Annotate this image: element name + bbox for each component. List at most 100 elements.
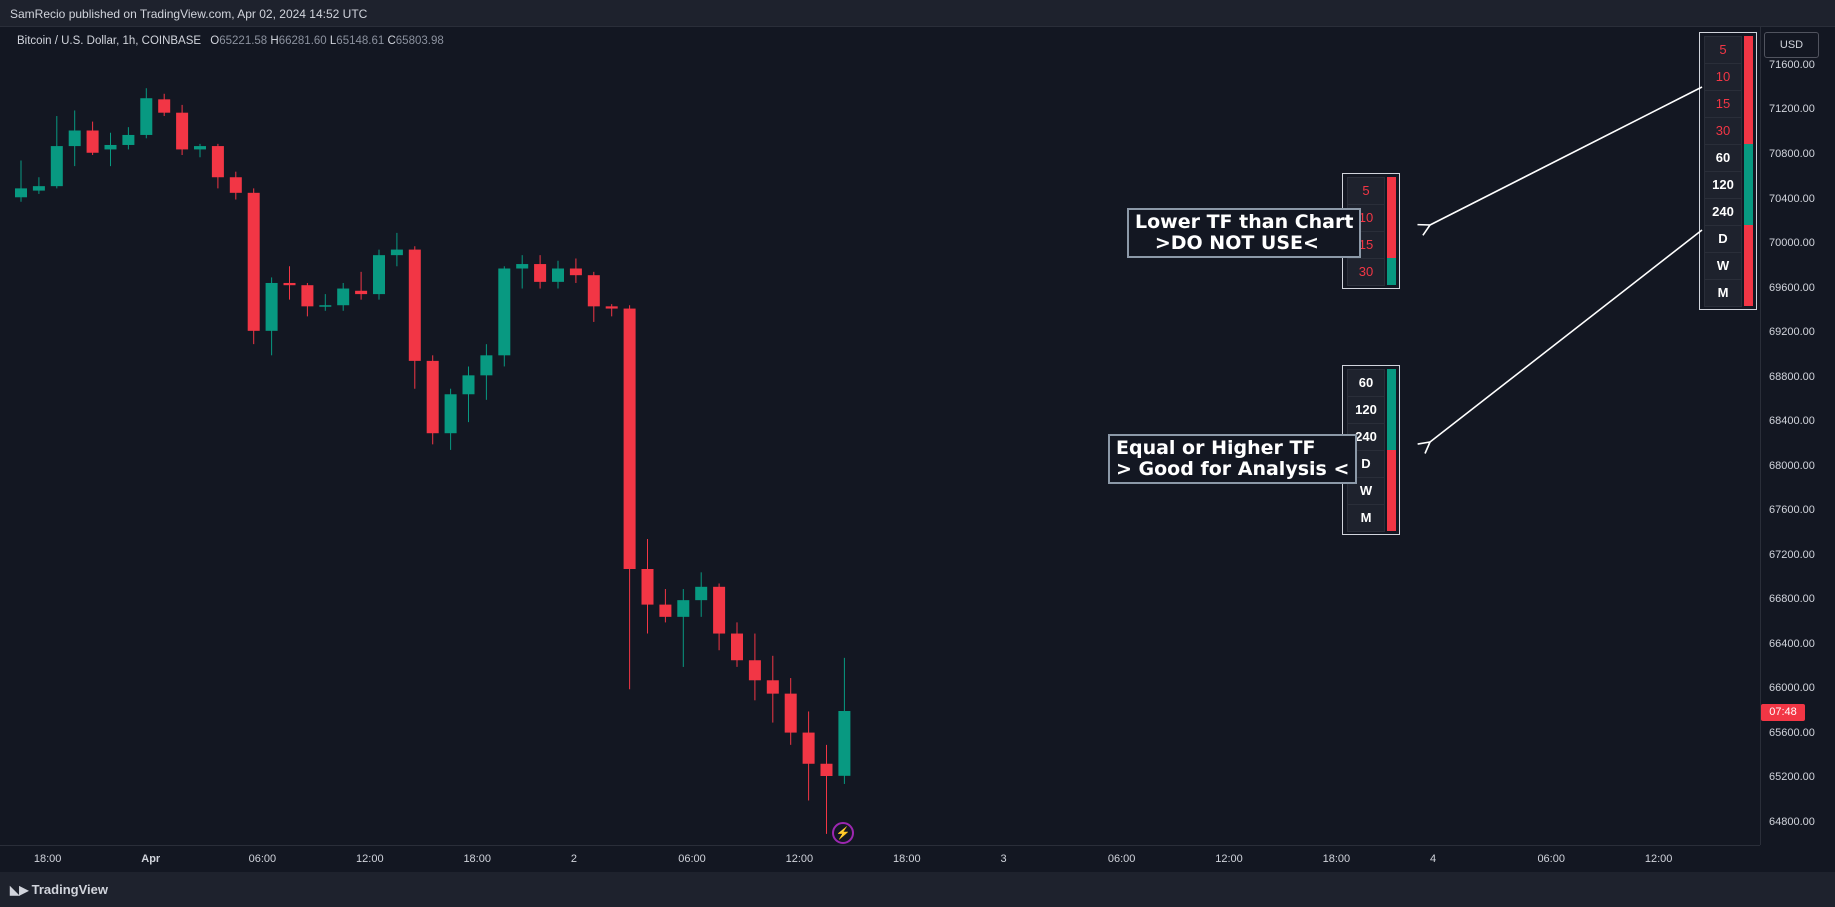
tf-trend-bar	[1744, 117, 1753, 144]
candle	[211, 143, 224, 189]
candle	[748, 633, 761, 701]
candle-body	[68, 130, 81, 147]
candle	[32, 177, 45, 194]
footer-bar: ◣▶ TradingView	[0, 872, 1835, 907]
candle	[122, 127, 135, 150]
tf-row-120: 120	[1347, 396, 1396, 424]
candle	[50, 116, 63, 189]
tf-label: 120	[1347, 396, 1385, 424]
candle	[86, 121, 99, 155]
low-value: 65148.61	[336, 35, 385, 47]
candle	[587, 271, 600, 322]
tf-label: 60	[1704, 144, 1742, 172]
candle	[516, 255, 529, 289]
candle-body	[534, 264, 547, 282]
candle	[605, 304, 618, 317]
publisher-line: SamRecio published on TradingView.com, A…	[10, 7, 368, 21]
candle-body	[86, 130, 99, 153]
candle	[498, 266, 511, 367]
candle-body	[462, 375, 475, 395]
candle-body	[319, 305, 332, 307]
tf-trend-bar	[1387, 423, 1396, 450]
tf-trend-bar	[1744, 279, 1753, 306]
candle	[659, 589, 672, 623]
tf-trend-bar	[1387, 258, 1396, 285]
tradingview-logo[interactable]: ◣▶ TradingView	[10, 882, 108, 897]
candle	[104, 132, 117, 167]
tf-trend-bar	[1744, 225, 1753, 252]
candle	[373, 249, 385, 300]
tf-row-240: 240	[1704, 198, 1753, 226]
tf-label: 5	[1704, 36, 1742, 64]
price-tick-label: 70800.00	[1769, 147, 1815, 160]
tf-trend-bar	[1387, 450, 1396, 477]
candle	[569, 258, 582, 283]
tf-label: 30	[1704, 117, 1742, 145]
time-tick-label: 06:00	[248, 853, 277, 865]
candle	[677, 589, 690, 667]
candle	[766, 655, 779, 723]
tf-row-30: 30	[1704, 117, 1753, 145]
tf-row-60: 60	[1347, 369, 1396, 397]
time-axis[interactable]: 18:00 Apr 06:00 12:00 18:00 2 06:00 12:00 18:00 3…	[0, 845, 1760, 873]
tf-row-M: M	[1347, 504, 1396, 532]
candle-body	[820, 763, 833, 776]
candle	[301, 282, 314, 317]
time-tick-label: 12:00	[1215, 853, 1243, 865]
candle	[426, 355, 439, 445]
candle	[337, 282, 350, 311]
tf-trend-bar	[1744, 198, 1753, 225]
chart-area[interactable]	[0, 27, 1760, 845]
time-tick-label: 12:00	[785, 853, 814, 865]
time-tick-label: 18:00	[463, 853, 491, 865]
candle	[15, 160, 27, 202]
tf-trend-bar	[1744, 252, 1753, 279]
tf-trend-bar	[1387, 204, 1396, 231]
candle-body	[623, 308, 636, 569]
candle-body	[713, 586, 726, 634]
tf-trend-bar	[1744, 144, 1753, 171]
arrow-to-higher-table	[1417, 229, 1703, 454]
price-tick-label: 67200.00	[1769, 548, 1815, 561]
price-tick-label: 67600.00	[1769, 504, 1815, 517]
candle-body	[229, 177, 242, 193]
ohlc-values: O65221.58 H66281.60 L65148.61 C65803.98	[210, 35, 444, 47]
price-tick-label: 70400.00	[1769, 192, 1815, 205]
candle-body	[587, 275, 600, 307]
price-tick-label: 71600.00	[1769, 58, 1815, 71]
time-tick-label: 06:00	[1107, 853, 1136, 865]
alert-icon[interactable]: ⚡	[832, 822, 854, 844]
time-tick-label: 18:00	[33, 853, 62, 865]
candle	[283, 266, 296, 300]
candle	[355, 271, 368, 300]
candle-body	[731, 633, 743, 661]
candle	[731, 622, 743, 667]
tf-row-M: M	[1704, 279, 1753, 307]
publisher-bar: SamRecio published on TradingView.com, A…	[0, 0, 1835, 27]
candle-body	[337, 288, 350, 306]
candle-body	[176, 112, 189, 150]
tf-trend-bar	[1387, 477, 1396, 504]
candle-body	[283, 282, 296, 286]
candle	[802, 711, 815, 801]
tf-trend-bar	[1744, 36, 1753, 63]
currency-button[interactable]: USD	[1764, 32, 1819, 58]
candle	[229, 171, 242, 200]
mtf-table-higher: 60 120 240 D W M	[1342, 365, 1400, 535]
candle-body	[641, 568, 654, 605]
candle	[408, 246, 421, 389]
time-tick-label: 18:00	[1322, 853, 1351, 865]
tf-trend-bar	[1387, 396, 1396, 423]
candle-body	[766, 680, 779, 694]
candle-body	[677, 600, 690, 617]
candle-body	[373, 255, 385, 295]
candle	[390, 232, 403, 267]
price-axis[interactable]: 71600.00 71200.00 70800.00 70400.00 70000.00…	[1760, 27, 1835, 845]
candle-body	[569, 268, 582, 276]
candle	[623, 305, 636, 690]
candle	[444, 388, 457, 450]
candle-body	[784, 693, 797, 733]
candle	[68, 110, 81, 167]
candle-body	[552, 268, 564, 282]
tf-label: 60	[1347, 369, 1385, 397]
